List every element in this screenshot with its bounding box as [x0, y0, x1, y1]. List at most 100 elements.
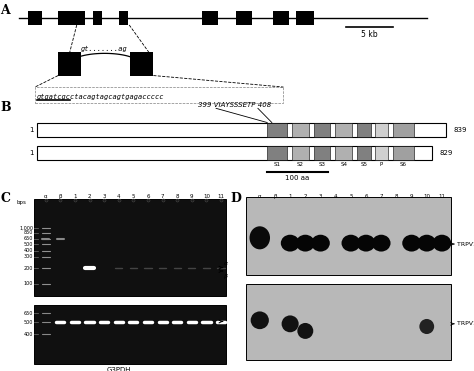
Text: 829: 829: [439, 150, 453, 156]
Text: 8: 8: [175, 194, 179, 199]
Text: 1: 1: [29, 150, 34, 156]
Bar: [393, 145, 414, 160]
Text: 400: 400: [24, 332, 33, 337]
Text: 2: 2: [303, 194, 307, 199]
Text: 850: 850: [24, 230, 33, 235]
Ellipse shape: [402, 235, 421, 252]
Text: 5 kb: 5 kb: [361, 30, 378, 39]
Text: $\beta$: $\beta$: [223, 272, 229, 281]
Text: 10: 10: [423, 194, 430, 199]
Bar: [357, 145, 371, 160]
Text: S4: S4: [340, 162, 347, 167]
Text: S5: S5: [360, 162, 367, 167]
Ellipse shape: [418, 235, 436, 252]
Text: 2: 2: [88, 194, 91, 199]
Ellipse shape: [249, 226, 270, 249]
Bar: [28, 11, 42, 25]
Text: 100: 100: [24, 281, 33, 286]
Bar: [292, 145, 309, 160]
Ellipse shape: [297, 323, 313, 339]
Bar: [314, 122, 330, 137]
Text: 399 VIAYSSSETP 408: 399 VIAYSSSETP 408: [198, 102, 271, 108]
Bar: [34, 199, 226, 296]
Bar: [336, 145, 352, 160]
Bar: [34, 305, 226, 364]
Text: 7: 7: [161, 194, 164, 199]
Bar: [292, 122, 309, 137]
Bar: [246, 197, 451, 275]
Bar: [375, 122, 388, 137]
Bar: [58, 52, 82, 76]
Text: 4: 4: [117, 194, 120, 199]
Bar: [296, 11, 305, 25]
Text: D: D: [230, 192, 241, 205]
Text: 9: 9: [190, 194, 193, 199]
Text: 500: 500: [24, 242, 33, 247]
Text: 1: 1: [288, 194, 292, 199]
Bar: [118, 11, 128, 25]
Text: β: β: [273, 194, 277, 199]
Ellipse shape: [311, 235, 330, 252]
Text: S3: S3: [319, 162, 326, 167]
Bar: [76, 11, 85, 25]
Text: $\alpha$: $\alpha$: [223, 260, 229, 266]
Text: β: β: [59, 194, 62, 199]
Text: α: α: [258, 194, 262, 199]
Bar: [58, 11, 67, 25]
Text: 650: 650: [24, 236, 33, 241]
Bar: [267, 122, 287, 137]
Text: 1: 1: [73, 194, 77, 199]
Text: gtgatcgcctacagtagcagtgagaccccc: gtgatcgcctacagtagcagtgagaccccc: [37, 94, 165, 100]
Bar: [357, 122, 371, 137]
Text: 3: 3: [319, 194, 322, 199]
Text: 7: 7: [380, 194, 383, 199]
Text: 5: 5: [132, 194, 135, 199]
Text: TRPV1α: TRPV1α: [469, 125, 474, 134]
Text: 200: 200: [24, 266, 33, 271]
Bar: [236, 11, 252, 25]
Text: 1,000: 1,000: [19, 226, 33, 230]
Text: G3PDH: G3PDH: [106, 367, 131, 371]
Bar: [267, 145, 287, 160]
Ellipse shape: [296, 235, 315, 252]
Text: gt.......ag: gt.......ag: [81, 46, 128, 52]
Bar: [393, 122, 414, 137]
Bar: [246, 284, 451, 360]
Bar: [336, 122, 352, 137]
Text: 8: 8: [395, 194, 398, 199]
Ellipse shape: [251, 311, 269, 329]
Ellipse shape: [433, 235, 451, 252]
Text: bps: bps: [16, 200, 26, 205]
Text: 4: 4: [334, 194, 337, 199]
Text: 3: 3: [102, 194, 106, 199]
Ellipse shape: [357, 235, 375, 252]
Text: TRPV1α: TRPV1α: [455, 242, 474, 246]
Text: S2: S2: [297, 162, 304, 167]
Bar: [35, 87, 283, 103]
Bar: [93, 11, 102, 25]
Ellipse shape: [372, 235, 391, 252]
Ellipse shape: [341, 235, 360, 252]
Text: 11: 11: [438, 194, 446, 199]
Text: 6: 6: [365, 194, 368, 199]
Ellipse shape: [282, 315, 299, 332]
Text: 10: 10: [203, 194, 210, 199]
Ellipse shape: [281, 235, 300, 252]
Text: 400: 400: [24, 248, 33, 253]
Text: 9: 9: [410, 194, 413, 199]
Text: TRPV1β: TRPV1β: [469, 148, 474, 157]
Bar: [209, 11, 219, 25]
Text: 11: 11: [218, 194, 225, 199]
Text: TRPV1β: TRPV1β: [455, 321, 474, 326]
Text: 100 aa: 100 aa: [285, 175, 310, 181]
Bar: [37, 122, 446, 137]
Text: 1: 1: [29, 127, 34, 133]
Text: 5: 5: [349, 194, 353, 199]
Text: 300: 300: [24, 254, 33, 259]
Text: B: B: [0, 101, 11, 114]
Bar: [202, 11, 211, 25]
Bar: [273, 11, 290, 25]
Bar: [67, 11, 77, 25]
Bar: [130, 52, 154, 76]
Text: C: C: [0, 192, 10, 205]
